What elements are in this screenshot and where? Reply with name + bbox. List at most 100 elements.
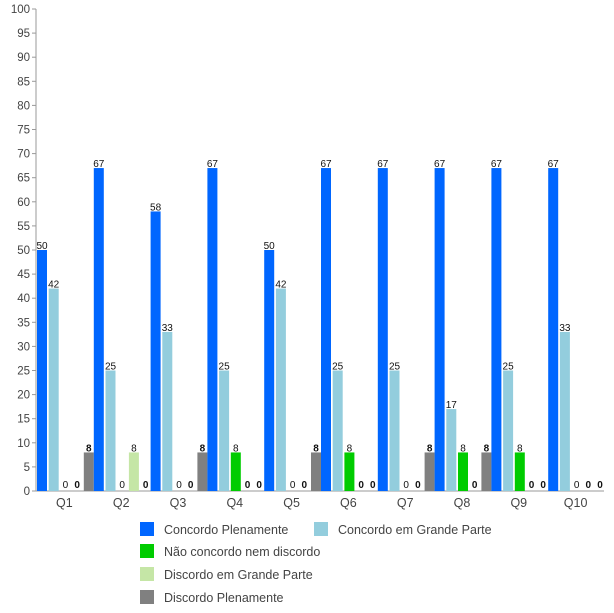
bar <box>197 452 208 491</box>
data-label: 67 <box>207 159 219 170</box>
bar <box>446 409 457 491</box>
bar <box>389 370 400 491</box>
bar <box>311 452 321 491</box>
bar <box>105 370 116 491</box>
data-label: 25 <box>332 362 344 373</box>
bar <box>93 168 104 491</box>
data-label: 0 <box>256 480 262 491</box>
x-tick-label: Q1 <box>56 496 73 510</box>
data-label: 25 <box>105 362 117 373</box>
data-label: 67 <box>377 159 389 170</box>
legend-swatch <box>140 522 154 536</box>
legend-item: Discordo em Grande Parte <box>140 567 313 582</box>
legend-item: Concordo Plenamente <box>140 522 288 537</box>
bar <box>434 168 445 491</box>
data-label: 0 <box>403 480 409 491</box>
data-label: 67 <box>320 159 332 170</box>
data-label: 8 <box>460 443 466 454</box>
x-tick-label: Q3 <box>170 496 187 510</box>
data-label: 0 <box>119 480 125 491</box>
legend-label: Concordo em Grande Parte <box>338 523 492 537</box>
legend-item: Discordo Plenamente <box>140 590 284 605</box>
bar <box>491 168 502 491</box>
data-label: 0 <box>540 480 546 491</box>
data-label: 67 <box>434 159 446 170</box>
data-label: 42 <box>275 280 287 291</box>
x-tick-label: Q4 <box>226 496 243 510</box>
bar <box>424 452 435 491</box>
data-label: 33 <box>162 323 174 334</box>
y-tick-label: 95 <box>17 28 30 40</box>
legend-swatch <box>140 590 154 604</box>
data-label: 17 <box>446 400 458 411</box>
x-axis: Q1 Q2 Q3 Q4 Q5 Q6 Q7 Q8 Q9 Q10 <box>36 490 604 510</box>
y-tick-label: 100 <box>11 4 30 16</box>
data-label: 0 <box>176 480 182 491</box>
data-label: 0 <box>63 480 69 491</box>
data-label: 42 <box>48 280 60 291</box>
data-label: 0 <box>597 480 603 491</box>
data-label: 0 <box>302 480 308 491</box>
bar <box>481 452 492 491</box>
y-tick-label: 0 <box>24 486 30 498</box>
data-label: 0 <box>358 480 364 491</box>
data-label: 67 <box>93 159 105 170</box>
data-label: 8 <box>200 443 206 454</box>
data-label: 67 <box>491 159 503 170</box>
bar <box>150 211 161 491</box>
legend-label: Não concordo nem discordo <box>164 545 320 559</box>
y-tick-label: 70 <box>17 149 30 161</box>
data-label: 0 <box>415 480 421 491</box>
bars <box>37 168 570 491</box>
bar <box>37 250 47 491</box>
data-label: 0 <box>472 480 478 491</box>
data-label: 8 <box>313 443 319 454</box>
data-label: 8 <box>484 443 490 454</box>
data-label: 0 <box>188 480 194 491</box>
legend-swatch <box>140 544 154 558</box>
data-label: 67 <box>548 159 560 170</box>
data-label: 0 <box>74 480 80 491</box>
x-tick-label: Q9 <box>510 496 527 510</box>
data-label: 0 <box>245 480 251 491</box>
data-label: 8 <box>86 443 92 454</box>
data-label: 33 <box>559 323 571 334</box>
y-tick-label: 50 <box>17 245 30 257</box>
bar <box>207 168 218 491</box>
data-label: 8 <box>347 443 353 454</box>
bar <box>275 288 286 491</box>
data-label: 0 <box>370 480 376 491</box>
data-label: 0 <box>574 480 580 491</box>
legend-item: Concordo em Grande Parte <box>314 522 492 537</box>
legend: Concordo Plenamente Concordo em Grande Pa… <box>140 522 492 605</box>
x-tick-label: Q2 <box>113 496 130 510</box>
y-tick-label: 35 <box>17 317 30 329</box>
bar <box>458 452 468 491</box>
y-tick-label: 5 <box>24 462 30 474</box>
bar <box>514 452 525 491</box>
y-tick-label: 20 <box>17 390 30 402</box>
bar <box>83 452 94 491</box>
x-tick-label: Q8 <box>454 496 471 510</box>
y-tick-label: 60 <box>17 197 30 209</box>
bar <box>559 331 570 491</box>
data-label: 0 <box>529 480 535 491</box>
data-label: 58 <box>150 202 162 213</box>
y-axis: 0 5 10 15 20 25 30 35 40 45 50 55 60 65 70 75 80 85 90 95 10… <box>11 4 37 498</box>
legend-swatch <box>314 522 328 536</box>
data-label: 25 <box>389 362 401 373</box>
data-label: 25 <box>219 362 231 373</box>
bar <box>230 452 241 491</box>
x-tick-label: Q7 <box>397 496 414 510</box>
bar <box>548 168 559 491</box>
data-label: 0 <box>586 480 592 491</box>
y-tick-label: 85 <box>17 76 30 88</box>
data-label: 8 <box>427 443 433 454</box>
y-tick-label: 40 <box>17 293 30 305</box>
data-label: 8 <box>233 443 239 454</box>
legend-label: Discordo Plenamente <box>164 591 284 605</box>
bar <box>128 452 139 491</box>
data-label: 8 <box>517 443 523 454</box>
